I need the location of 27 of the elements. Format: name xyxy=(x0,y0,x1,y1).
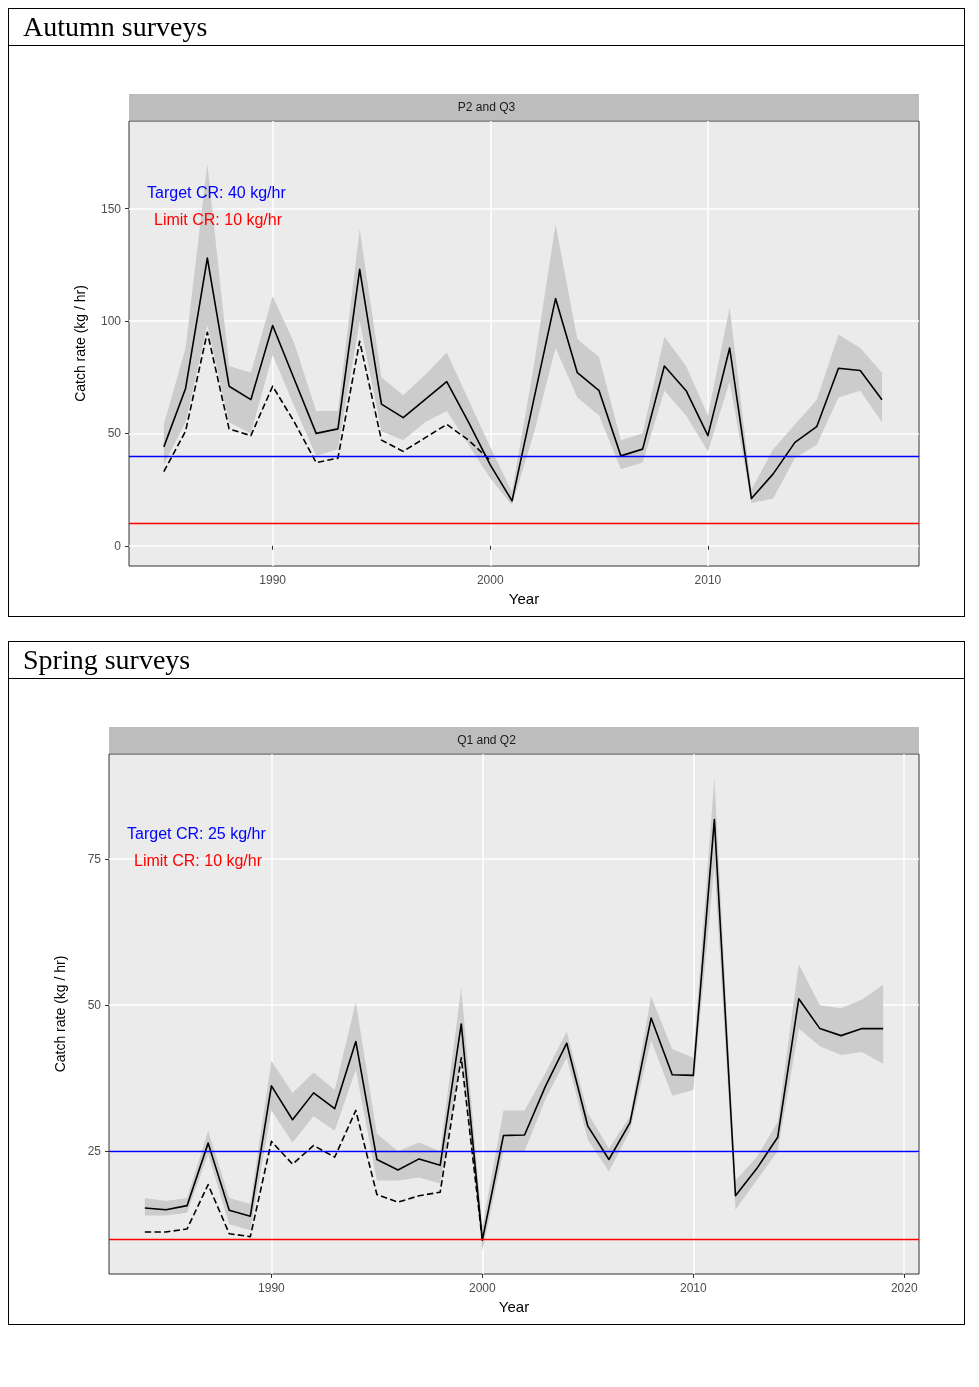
x-tick-label: 2010 xyxy=(694,573,722,587)
ref-line-label: Limit CR: 10 kg/hr xyxy=(154,210,283,228)
y-tick-label: 50 xyxy=(87,998,102,1013)
y-tick-label: 100 xyxy=(100,314,122,329)
chart-subtitle: P2 and Q3 xyxy=(457,100,516,114)
x-tick-label: 2000 xyxy=(476,573,504,587)
chart-title: Spring surveys xyxy=(9,642,964,679)
chart-subtitle: Q1 and Q2 xyxy=(457,733,517,747)
y-tick-label: 150 xyxy=(100,201,122,216)
x-axis-title: Year xyxy=(508,589,540,607)
y-tick-label: 50 xyxy=(107,426,122,441)
x-axis-title: Year xyxy=(498,1297,530,1315)
y-axis-title: Catch rate (kg / hr) xyxy=(72,285,88,402)
chart-title: Autumn surveys xyxy=(9,9,964,46)
ref-line-label: Limit CR: 10 kg/hr xyxy=(134,851,263,869)
x-tick-label: 2020 xyxy=(890,1281,918,1295)
y-tick-label: 75 xyxy=(87,852,102,867)
x-tick-label: 1990 xyxy=(258,1281,286,1295)
x-tick-label: 2000 xyxy=(469,1281,497,1295)
x-tick-label: 1990 xyxy=(259,573,287,587)
ref-line-label: Target CR: 25 kg/hr xyxy=(127,824,267,842)
ref-line-label: Target CR: 40 kg/hr xyxy=(147,183,287,201)
y-tick-label: 25 xyxy=(87,1144,102,1159)
x-tick-label: 2010 xyxy=(679,1281,707,1295)
y-axis-title: Catch rate (kg / hr) xyxy=(52,955,68,1073)
y-tick-label: 0 xyxy=(114,538,122,553)
line-series xyxy=(163,257,883,502)
